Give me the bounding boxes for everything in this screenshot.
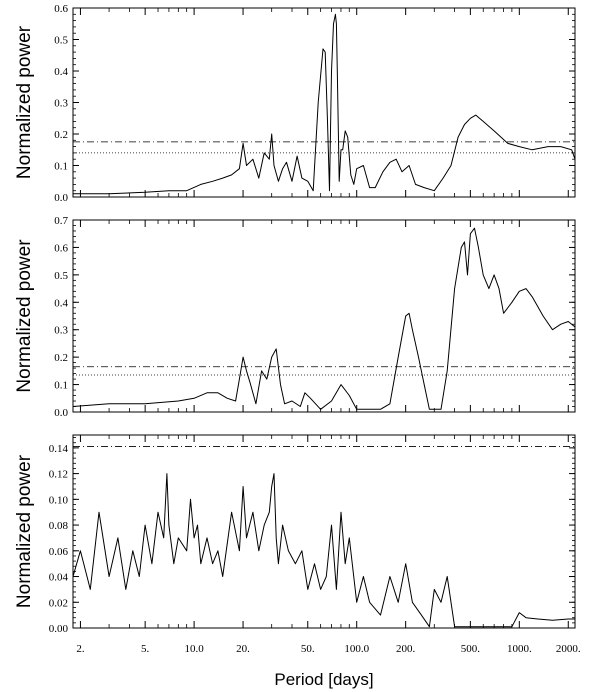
y-axis-label: Normalized power (14, 239, 35, 393)
x-tick-label: 50. (301, 643, 315, 655)
y-tick-label: 0.4 (54, 66, 68, 78)
x-tick-label: 2. (76, 643, 85, 655)
x-tick-label: 500. (461, 643, 481, 655)
y-tick-label: 0.04 (49, 572, 69, 584)
y-tick-label: 0.3 (54, 98, 68, 110)
power-series-line (72, 473, 575, 628)
power-series-line (73, 13, 576, 195)
y-axis-label: Normalized power (14, 25, 35, 179)
power-series-line (72, 227, 576, 410)
y-tick-label: 0.08 (49, 520, 69, 532)
y-tick-label: 0.06 (49, 546, 69, 558)
y-tick-label: 0.10 (49, 494, 69, 506)
y-tick-label: 0.14 (49, 443, 69, 455)
y-tick-label: 0.4 (54, 297, 68, 309)
x-tick-label: 200. (396, 643, 416, 655)
y-tick-label: 0.6 (54, 242, 68, 254)
y-tick-label: 0.7 (54, 215, 68, 227)
x-axis-label: Period [days] (274, 670, 373, 689)
y-tick-label: 0.1 (54, 380, 68, 392)
x-tick-label: 5. (141, 643, 150, 655)
x-tick-label: 20. (236, 643, 250, 655)
y-tick-label: 0.2 (54, 129, 68, 141)
y-tick-label: 0.5 (54, 35, 68, 47)
plot-frame (72, 219, 576, 413)
panel-bottom: 0.00 0.02 0.04 0.06 0.08 0.10 0.12 0.14 Normaliz… (14, 434, 576, 635)
x-tick-label: 1000. (507, 643, 532, 655)
panel-top: 0.0 0.1 0.2 0.3 0.4 0.5 0.6 Normalized power (14, 3, 576, 204)
plot-frame (72, 7, 576, 198)
y-tick-label: 0.1 (54, 161, 68, 173)
y-axis-label: Normalized power (14, 454, 35, 608)
plot-frame (72, 434, 576, 629)
y-tick-label: 0.5 (54, 270, 68, 282)
y-tick-label: 0.0 (54, 192, 68, 204)
y-tick-label: 0.2 (54, 352, 68, 364)
x-tick-label: 10.0 (184, 643, 204, 655)
y-tick-label: 0.0 (54, 407, 68, 419)
y-tick-label: 0.02 (49, 597, 68, 609)
y-tick-label: 0.6 (54, 3, 68, 15)
x-tick-label: 100.0 (344, 643, 369, 655)
y-tick-label: 0.12 (49, 469, 68, 481)
x-tick-label: 2000. (556, 643, 581, 655)
y-tick-label: 0.3 (54, 325, 68, 337)
panel-middle: 0.0 0.1 0.2 0.3 0.4 0.5 0.6 0.7 Normalized power (14, 215, 576, 419)
y-tick-label: 0.00 (49, 623, 69, 635)
x-tick-labels: 2. 5. 10.0 20. 50. 100.0 200. 500. 1000. 2000. (76, 643, 581, 655)
